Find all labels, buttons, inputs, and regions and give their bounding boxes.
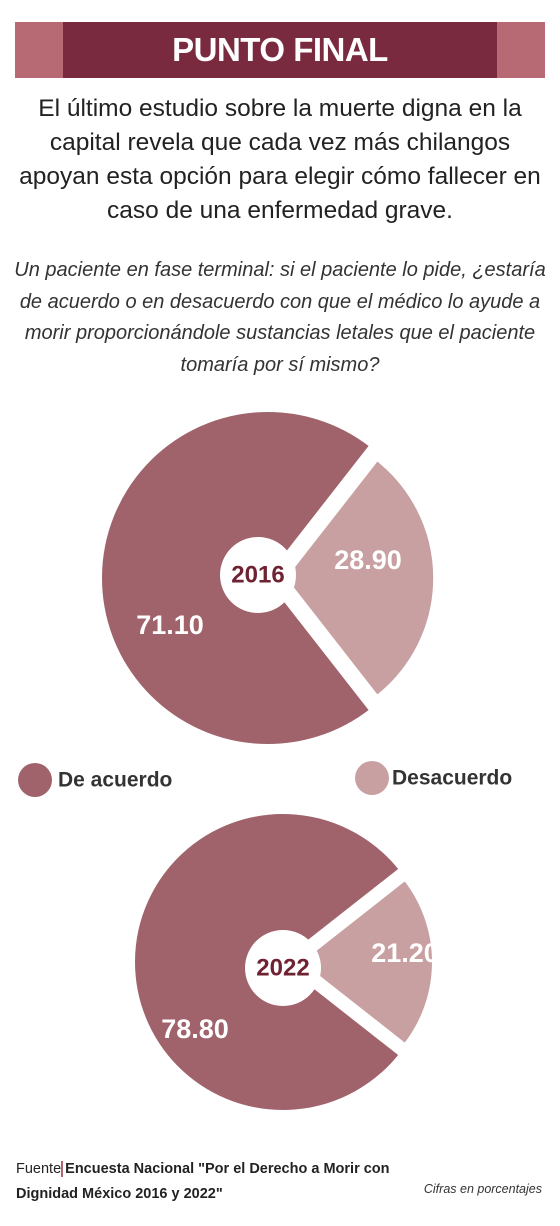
legend-swatch	[355, 761, 389, 795]
legend-label: De acuerdo	[58, 769, 172, 792]
value-label: 28.90	[334, 545, 402, 575]
units-note: Cifras en porcentajes	[423, 1182, 542, 1196]
source: Fuente Encuesta Nacional "Por el Derecho …	[16, 1157, 396, 1207]
header-title: PUNTO FINAL	[63, 22, 497, 78]
pie-year: 2022	[256, 954, 309, 981]
source-label: Fuente	[16, 1161, 62, 1177]
header-accent	[15, 22, 63, 78]
value-label: 21.20	[371, 938, 439, 968]
pie-year: 2016	[231, 561, 284, 588]
value-label: 78.80	[161, 1014, 229, 1044]
legend-label: Desacuerdo	[392, 767, 512, 790]
pie-hole	[245, 930, 321, 1006]
pie-slice	[281, 456, 438, 700]
intro-text: El último estudio sobre la muerte digna …	[19, 95, 541, 224]
question-text: Un paciente en fase terminal: si el paci…	[14, 259, 546, 376]
header-accent	[497, 22, 545, 78]
pie-hole	[220, 537, 296, 613]
source-text: Encuesta Nacional "Por el Derecho a Mori…	[16, 1161, 390, 1202]
legend-swatch	[18, 763, 52, 797]
value-label: 71.10	[136, 610, 204, 640]
pie-slice	[295, 875, 436, 1049]
